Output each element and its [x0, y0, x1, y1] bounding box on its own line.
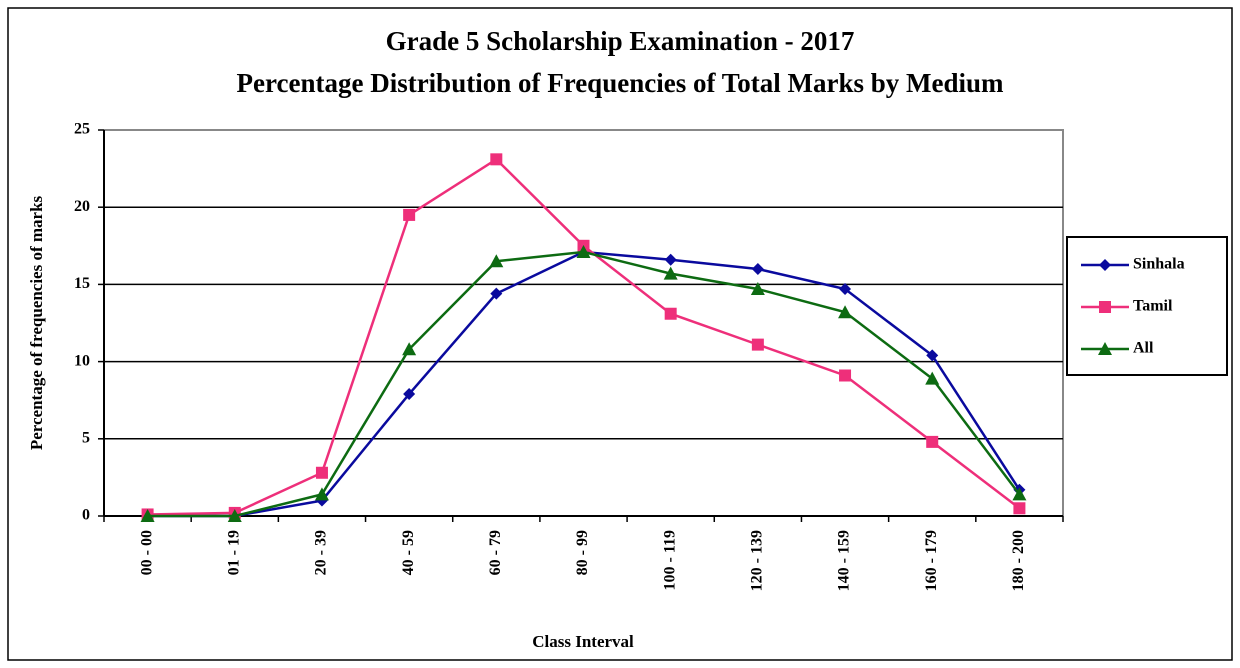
x-tick-label: 01 - 19 — [225, 530, 242, 575]
point — [1099, 259, 1111, 271]
point — [664, 253, 677, 266]
point — [839, 283, 852, 296]
point — [926, 435, 939, 448]
point — [227, 509, 242, 522]
x-tick-label: 20 - 39 — [313, 530, 330, 575]
x-tick-label: 100 - 119 — [661, 530, 678, 590]
y-tick-label: 25 — [74, 121, 90, 138]
point — [1099, 301, 1111, 313]
point — [926, 349, 939, 362]
y-tick-label: 10 — [74, 352, 90, 369]
point — [925, 371, 940, 385]
point — [314, 487, 329, 501]
y-tick-label: 15 — [74, 275, 90, 292]
point — [751, 338, 764, 351]
point — [838, 305, 853, 319]
point — [664, 307, 677, 320]
point — [489, 254, 504, 268]
x-tick-label: 180 - 200 — [1010, 530, 1027, 591]
legend-label: All — [1133, 340, 1154, 357]
point — [490, 153, 503, 166]
y-tick-label: 0 — [82, 507, 90, 524]
x-axis-label: Class Interval — [532, 632, 634, 651]
point — [403, 388, 416, 401]
point — [403, 208, 416, 221]
chart-frame — [7, 7, 1233, 661]
point — [839, 369, 852, 382]
legend-label: Sinhala — [1133, 256, 1185, 273]
x-tick-label: 120 - 139 — [749, 530, 766, 591]
point — [315, 466, 328, 479]
x-tick-label: 80 - 99 — [574, 530, 591, 575]
x-tick-label: 40 - 59 — [400, 530, 417, 575]
chart-subtitle: Percentage Distribution of Frequencies o… — [237, 68, 1004, 98]
point — [750, 282, 765, 296]
y-tick-label: 5 — [82, 429, 90, 446]
point — [140, 509, 155, 522]
point — [402, 342, 417, 356]
point — [490, 287, 503, 300]
point — [576, 244, 591, 258]
y-axis-label: Percentage of frequencies of marks — [27, 195, 46, 450]
chart-title: Grade 5 Scholarship Examination - 2017 — [386, 26, 855, 56]
x-tick-label: 00 - 00 — [138, 530, 155, 575]
plot-border — [104, 129, 1064, 516]
point — [1098, 342, 1112, 355]
point — [663, 266, 678, 280]
legend-box — [1066, 236, 1228, 376]
y-tick-label: 20 — [74, 198, 90, 215]
x-tick-label: 140 - 159 — [836, 530, 853, 591]
point — [1013, 502, 1026, 515]
x-tick-label: 60 - 79 — [487, 530, 504, 575]
point — [751, 262, 764, 275]
x-tick-label: 160 - 179 — [923, 530, 940, 591]
point — [1012, 487, 1027, 501]
legend-label: Tamil — [1133, 298, 1173, 315]
